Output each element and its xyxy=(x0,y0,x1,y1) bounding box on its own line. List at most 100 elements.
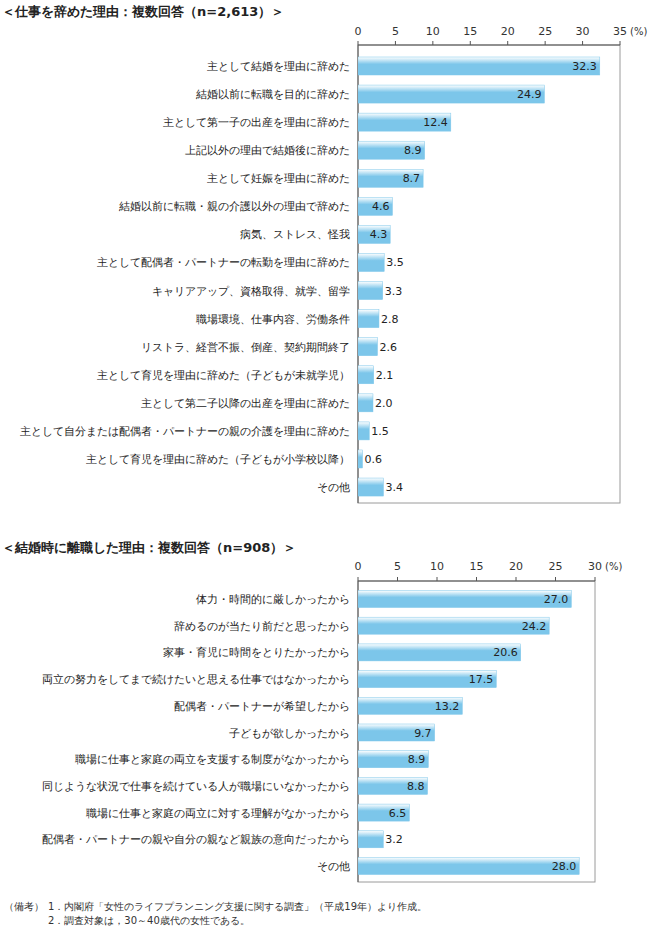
labels: 体力・時間的に厳しかったから27.0辞めるのが当たり前だと思ったから24.2家事… xyxy=(42,593,576,873)
data-label: 27.0 xyxy=(544,593,569,606)
bar xyxy=(358,804,409,821)
data-label: 4.3 xyxy=(370,228,388,241)
tick-mark xyxy=(397,577,398,581)
data-label: 3.4 xyxy=(385,481,403,494)
tick-mark xyxy=(555,577,556,581)
note-item: 1．内閣府「女性のライフプランニング支援に関する調査」（平成19年）より作成。 xyxy=(48,901,427,912)
tick-label: 15 xyxy=(470,560,484,573)
bar xyxy=(358,394,373,412)
axis-unit: (%) xyxy=(630,26,647,37)
data-label: 2.6 xyxy=(379,341,397,354)
category-label: 職場に仕事と家庭の両立に対する理解がなかったから xyxy=(86,807,350,820)
bar xyxy=(358,591,571,608)
tick-label: 25 xyxy=(549,560,563,573)
category-label: 職場に仕事と家庭の両立を支援する制度がなかったから xyxy=(75,753,350,766)
category-label: その他 xyxy=(317,860,350,872)
data-label: 3.3 xyxy=(385,285,403,298)
data-label: 32.3 xyxy=(572,60,597,73)
data-label: 2.1 xyxy=(376,369,394,382)
bar xyxy=(358,478,383,496)
data-label: 24.9 xyxy=(517,88,542,101)
bar xyxy=(358,617,549,634)
bars xyxy=(358,57,600,496)
bar xyxy=(358,697,462,714)
data-label: 12.4 xyxy=(423,116,448,129)
data-label: 6.5 xyxy=(389,807,407,820)
tick-label: 10 xyxy=(430,560,444,573)
category-label: 主として結婚を理由に辞めた xyxy=(207,60,350,72)
bar xyxy=(358,310,379,328)
chart: ＜仕事を辞めた理由：複数回答（n=2,613）＞05101520253035(%… xyxy=(2,4,647,503)
tick-label: 25 xyxy=(538,25,552,38)
tick-mark xyxy=(437,577,438,581)
bar xyxy=(358,225,390,243)
bar xyxy=(358,282,383,300)
category-label: 結婚以前に転職を目的に辞めた xyxy=(195,88,350,100)
chart-title: ＜結婚時に離職した理由：複数回答（n=908）＞ xyxy=(2,540,296,555)
bar xyxy=(358,85,544,103)
category-label: 主として妊娠を理由に辞めた xyxy=(207,172,350,184)
tick-label: 20 xyxy=(501,25,515,38)
bar xyxy=(358,57,600,75)
category-label: 結婚以前に転職・親の介護以外の理由で辞めた xyxy=(118,200,350,212)
category-label: キャリアアップ、資格取得、就学、留学 xyxy=(152,285,350,297)
chart-title: ＜仕事を辞めた理由：複数回答（n=2,613）＞ xyxy=(2,4,284,19)
chart: ＜結婚時に離職した理由：複数回答（n=908）＞051015202530(%)体… xyxy=(2,540,622,882)
data-label: 1.5 xyxy=(371,425,389,438)
tick-mark xyxy=(582,41,583,45)
bar xyxy=(358,422,369,440)
tick-label: 15 xyxy=(463,25,477,38)
axis-unit: (%) xyxy=(605,561,622,572)
data-label: 9.7 xyxy=(414,727,432,740)
bar xyxy=(358,671,496,688)
bar xyxy=(358,777,428,794)
data-label: 13.2 xyxy=(435,700,460,713)
category-label: 主として配偶者・パートナーの転勤を理由に辞めた xyxy=(97,256,350,268)
data-label: 3.5 xyxy=(386,256,404,269)
tick-mark xyxy=(620,41,621,45)
category-label: 配偶者・パートナーの親や自分の親など親族の意向だったから xyxy=(42,833,350,845)
background xyxy=(0,0,655,934)
tick-mark xyxy=(595,577,596,581)
bar xyxy=(358,113,451,131)
category-label: 病気、ストレス、怪我 xyxy=(240,228,350,240)
labels: 主として結婚を理由に辞めた 32.3 結婚以前に転職を目的に辞めた 24.9 主として第… xyxy=(20,60,597,494)
category-label: 辞めるのが当たり前だと思ったから xyxy=(174,620,350,632)
data-label: 3.2 xyxy=(385,833,403,846)
tick-mark xyxy=(358,577,359,581)
category-label: 主として第二子以降の出産を理由に辞めた xyxy=(141,397,350,409)
data-label: 20.6 xyxy=(493,646,518,659)
bar xyxy=(358,644,521,661)
tick-label: 5 xyxy=(394,560,401,573)
category-label: 主として育児を理由に辞めた（子どもが小学校以降） xyxy=(86,453,350,465)
bar xyxy=(358,253,384,271)
bar xyxy=(358,141,425,159)
data-label: 8.8 xyxy=(407,780,425,793)
bar xyxy=(358,831,383,848)
data-label: 8.7 xyxy=(403,172,421,185)
data-label: 24.2 xyxy=(522,620,547,633)
tick-mark xyxy=(470,41,471,45)
notes: （備考） 1．内閣府「女性のライフプランニング支援に関する調査」（平成19年）より… xyxy=(4,901,427,926)
tick-mark xyxy=(358,41,359,45)
bar xyxy=(358,338,377,356)
bar xyxy=(358,724,435,741)
tick-mark xyxy=(507,41,508,45)
data-label: 8.9 xyxy=(408,753,426,766)
plot-frame xyxy=(358,45,620,503)
category-label: 配偶者・パートナーが希望したから xyxy=(174,700,350,712)
bar xyxy=(358,450,362,468)
bar xyxy=(358,366,374,384)
category-label: 主として自分または配偶者・パートナーの親の介護を理由に辞めた xyxy=(20,425,350,437)
bar xyxy=(358,751,428,768)
tick-mark xyxy=(545,41,546,45)
tick-label: 5 xyxy=(392,25,399,38)
bar xyxy=(358,858,579,875)
tick-label: 0 xyxy=(355,560,362,573)
category-label: 体力・時間的に厳しかったから xyxy=(196,593,350,605)
bars xyxy=(358,591,579,875)
category-label: 上記以外の理由で結婚後に辞めた xyxy=(185,144,350,156)
category-label: 両立の努力をしてまで続けたいと思える仕事ではなかったから xyxy=(42,673,350,686)
notes-label: （備考） xyxy=(4,901,44,912)
data-label: 28.0 xyxy=(552,860,577,873)
